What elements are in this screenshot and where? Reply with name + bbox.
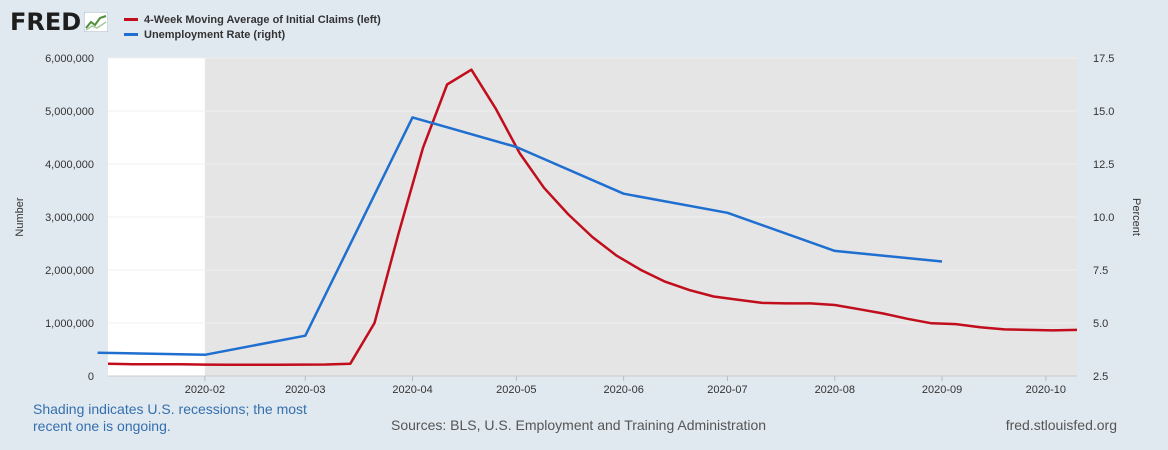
x-axis-ticks: 2020-02 2020-03 2020-04 2020-05 2020-06 2020-… (108, 375, 1077, 396)
x-tick-label: 2020-05 (496, 384, 536, 396)
series-line-initial-claims (107, 68, 1078, 367)
right-axis-ticks: 2.5 5.0 7.5 10.0 12.5 15.0 17.5 (1093, 53, 1114, 383)
right-tick-label: 12.5 (1093, 159, 1114, 171)
x-tick-label: 2020-09 (922, 384, 962, 396)
fred-logo-text: FRED (10, 8, 82, 36)
fred-logo[interactable]: FRED (10, 8, 109, 36)
left-axis-title: Number (14, 197, 26, 236)
legend-swatch-claims (124, 18, 138, 21)
legend-label-claims: 4-Week Moving Average of Initial Claims … (144, 13, 381, 26)
gridlines (108, 57, 1077, 324)
left-tick-label: 1,000,000 (45, 318, 94, 330)
sources-text: Sources: BLS, U.S. Employment and Traini… (391, 417, 767, 433)
right-axis-title: Percent (1130, 198, 1142, 236)
right-tick-label: 5.0 (1093, 318, 1108, 330)
x-tick-label: 2020-07 (707, 384, 747, 396)
left-tick-label: 3,000,000 (45, 212, 94, 224)
x-tick-label: 2020-04 (392, 384, 432, 396)
line-chart: 0 1,000,000 2,000,000 3,000,000 4,000,000 5,0… (14, 53, 1142, 396)
left-axis-ticks: 0 1,000,000 2,000,000 3,000,000 4,000,000 5,0… (45, 53, 94, 383)
left-tick-label: 2,000,000 (45, 265, 94, 277)
recession-note[interactable]: Shading indicates U.S. recessions; the m… (33, 401, 307, 434)
right-tick-label: 10.0 (1093, 212, 1114, 224)
fred-logo-graph-icon (84, 12, 109, 32)
right-tick-label: 2.5 (1093, 371, 1108, 383)
legend-label-unemployment: Unemployment Rate (right) (144, 28, 286, 41)
x-tick-label: 2020-08 (815, 384, 855, 396)
left-tick-label: 4,000,000 (45, 159, 94, 171)
series-lines (97, 68, 1078, 367)
series-line-unemployment-rate (97, 116, 943, 357)
legend-item-unemployment: Unemployment Rate (right) (124, 27, 381, 42)
x-tick-label: 2020-10 (1026, 384, 1066, 396)
chart-legend: 4-Week Moving Average of Initial Claims … (124, 12, 381, 42)
x-tick-label: 2020-03 (285, 384, 325, 396)
left-tick-label: 0 (88, 371, 94, 383)
legend-swatch-unemployment (124, 33, 138, 36)
left-tick-label: 5,000,000 (45, 106, 94, 118)
x-tick-label: 2020-06 (603, 384, 643, 396)
legend-item-claims: 4-Week Moving Average of Initial Claims … (124, 12, 381, 27)
x-tick-label: 2020-02 (185, 384, 225, 396)
right-tick-label: 17.5 (1093, 53, 1114, 65)
right-tick-label: 15.0 (1093, 106, 1114, 118)
site-link[interactable]: fred.stlouisfed.org (1005, 417, 1117, 433)
right-tick-label: 7.5 (1093, 265, 1108, 277)
left-tick-label: 6,000,000 (45, 53, 94, 65)
